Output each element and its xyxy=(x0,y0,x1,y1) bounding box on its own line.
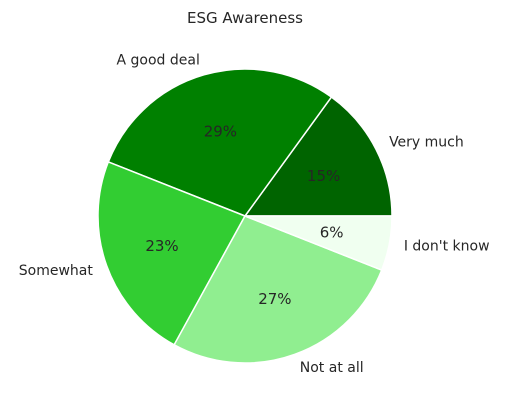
category-label-somewhat: Somewhat xyxy=(19,263,94,279)
pie-slice-a-good-deal xyxy=(107,68,333,217)
pct-label-i-don-t-know: 6% xyxy=(320,224,344,242)
percentage-labels: 15% 29% 23% 27% 6% xyxy=(145,122,343,308)
category-label-a-good-deal: A good deal xyxy=(117,53,200,69)
category-label-not-at-all: Not at all xyxy=(300,360,364,376)
category-label-i-don-t-know: I don't know xyxy=(404,238,490,254)
pct-label-not-at-all: 27% xyxy=(258,290,291,308)
pct-label-a-good-deal: 29% xyxy=(204,122,237,140)
pie-slice-somewhat xyxy=(97,161,246,346)
pie-slice-i-don-t-know xyxy=(244,215,393,271)
pie-slice-very-much xyxy=(244,96,393,217)
pie-slice-not-at-all xyxy=(173,215,383,364)
pct-label-very-much: 15% xyxy=(307,167,340,185)
pct-label-somewhat: 23% xyxy=(145,237,178,255)
category-label-very-much: Very much xyxy=(389,135,464,151)
category-labels: Very much A good deal Somewhat Not at all I … xyxy=(19,53,490,376)
chart-title: ESG Awareness xyxy=(187,9,303,27)
pie-slices xyxy=(97,68,393,364)
